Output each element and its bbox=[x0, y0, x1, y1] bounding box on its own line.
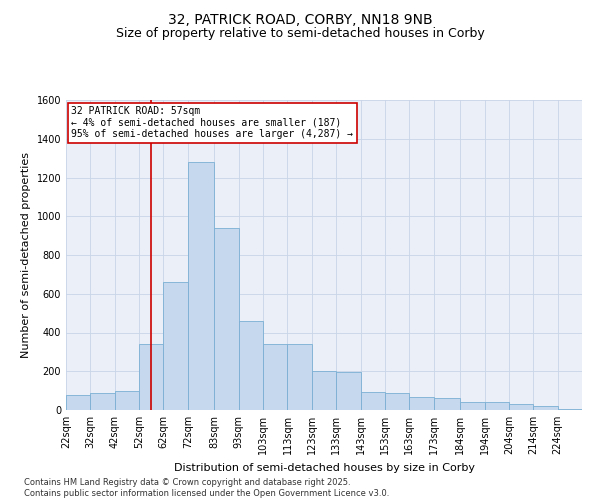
Text: Size of property relative to semi-detached houses in Corby: Size of property relative to semi-detach… bbox=[116, 28, 484, 40]
Bar bbox=[91, 392, 115, 410]
Bar bbox=[312, 371, 336, 410]
Bar bbox=[214, 228, 239, 410]
Bar bbox=[557, 409, 582, 410]
Bar bbox=[460, 402, 485, 410]
Bar bbox=[409, 398, 434, 410]
Bar bbox=[188, 162, 214, 410]
Bar bbox=[336, 372, 361, 410]
Y-axis label: Number of semi-detached properties: Number of semi-detached properties bbox=[21, 152, 31, 358]
Bar bbox=[263, 344, 287, 410]
Text: 32, PATRICK ROAD, CORBY, NN18 9NB: 32, PATRICK ROAD, CORBY, NN18 9NB bbox=[167, 12, 433, 26]
Text: Contains HM Land Registry data © Crown copyright and database right 2025.
Contai: Contains HM Land Registry data © Crown c… bbox=[24, 478, 389, 498]
Bar bbox=[287, 344, 312, 410]
Bar bbox=[66, 394, 91, 410]
Bar bbox=[533, 406, 557, 410]
Text: 32 PATRICK ROAD: 57sqm
← 4% of semi-detached houses are smaller (187)
95% of sem: 32 PATRICK ROAD: 57sqm ← 4% of semi-deta… bbox=[71, 106, 353, 140]
X-axis label: Distribution of semi-detached houses by size in Corby: Distribution of semi-detached houses by … bbox=[173, 462, 475, 472]
Bar bbox=[509, 404, 533, 410]
Bar bbox=[239, 321, 263, 410]
Bar bbox=[361, 392, 385, 410]
Bar bbox=[163, 282, 188, 410]
Bar bbox=[385, 392, 409, 410]
Bar bbox=[434, 398, 460, 410]
Bar bbox=[139, 344, 163, 410]
Bar bbox=[115, 390, 139, 410]
Bar bbox=[485, 402, 509, 410]
